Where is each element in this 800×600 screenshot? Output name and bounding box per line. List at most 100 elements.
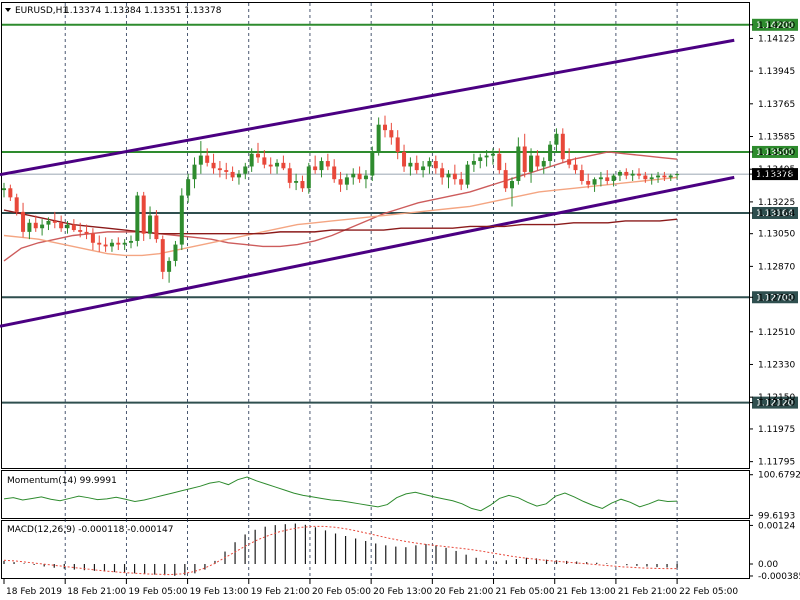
candle-body	[325, 161, 330, 167]
macd-tick-label: 0.00124	[758, 521, 795, 531]
level-label-box	[752, 18, 798, 31]
candle-body	[103, 244, 108, 247]
candle-body	[71, 224, 76, 231]
candle-body	[129, 240, 133, 243]
candle-body	[306, 166, 311, 189]
price-tick-label: 1.14200	[758, 21, 795, 31]
candle-body	[230, 171, 235, 178]
time-label: 18 Feb 21:00	[67, 587, 126, 597]
candle-body	[186, 179, 191, 196]
candle-body	[541, 161, 546, 167]
price-tick-label: 1.13225	[758, 198, 795, 208]
price-tick-label: 1.13765	[758, 100, 795, 110]
candle-body	[548, 144, 553, 162]
price-tick-label: 1.12120	[758, 399, 795, 409]
time-label: 21 Feb 05:00	[496, 587, 555, 597]
candle-body	[351, 173, 356, 178]
candle-body	[522, 146, 527, 172]
candle-body	[262, 157, 267, 165]
price-tick-label: 1.13378	[758, 170, 795, 180]
time-label: 21 Feb 21:00	[618, 587, 677, 597]
macd-tick-label: 0.00	[758, 560, 778, 570]
candle-body	[427, 161, 432, 167]
candle-body	[395, 137, 400, 152]
trendline	[0, 38, 735, 177]
price-tick-label: 1.13585	[758, 133, 795, 143]
candle-body	[59, 222, 64, 229]
dropdown-triangle-icon[interactable]	[5, 8, 11, 12]
candle-body	[465, 164, 470, 185]
candle-body	[630, 173, 635, 176]
time-label: 22 Feb 05:00	[679, 587, 738, 597]
candle-body	[414, 162, 419, 171]
price-tick-label: 1.13050	[758, 230, 795, 240]
candle-body	[198, 155, 203, 165]
symbol-label: EURUSD,H1	[15, 6, 68, 16]
candle-body	[446, 173, 451, 178]
candle-body	[65, 224, 70, 229]
price-tick-label: 1.14125	[758, 34, 795, 44]
candle-body	[281, 162, 286, 169]
candle-body	[154, 215, 159, 240]
candle-body	[459, 179, 464, 185]
candle-body	[109, 242, 114, 247]
level-label: 1.13500	[756, 148, 793, 158]
level-label: 1.13164	[756, 209, 793, 219]
momentum-tick-label: 99.6193	[758, 511, 795, 521]
level-label-box	[752, 291, 798, 304]
candle-body	[529, 155, 534, 172]
candle-body	[294, 181, 299, 183]
macd-tick-label: -0.000385	[758, 572, 800, 582]
price-tick-label: 1.11795	[758, 458, 795, 468]
candle-body	[421, 166, 426, 171]
candle-body	[637, 173, 641, 176]
time-label: 21 Feb 13:00	[557, 587, 616, 597]
price-panel-frame	[1, 2, 750, 469]
candle-body	[668, 175, 673, 178]
candle-body	[497, 153, 502, 171]
candle-body	[243, 166, 248, 174]
candle-body	[52, 220, 57, 223]
candle-body	[173, 244, 178, 261]
candle-body	[484, 155, 489, 158]
candle-body	[675, 174, 680, 176]
time-label: 19 Feb 13:00	[190, 587, 249, 597]
candle-body	[535, 155, 540, 167]
candle-body	[300, 181, 305, 189]
moving-average-line	[3, 151, 678, 262]
candle-body	[224, 170, 229, 172]
macd-signal-line	[3, 525, 678, 576]
candle-body	[573, 164, 578, 171]
candle-body	[90, 233, 95, 243]
candle-body	[389, 130, 394, 138]
candle-body	[617, 171, 622, 176]
price-tick-label: 1.12700	[758, 293, 795, 303]
candle-body	[8, 188, 13, 198]
current-price-box	[752, 168, 798, 181]
candle-body	[586, 181, 591, 185]
price-tick-label: 1.13164	[758, 209, 795, 219]
candle-body	[490, 153, 495, 156]
candle-body	[78, 230, 83, 232]
candle-body	[510, 181, 514, 189]
level-label-box	[752, 206, 798, 219]
candle-body	[116, 242, 121, 245]
candle-body	[598, 177, 603, 180]
candle-body	[478, 157, 483, 162]
level-label-box	[752, 145, 798, 158]
candle-body	[319, 161, 324, 171]
momentum-tick-label: 100.6792	[758, 471, 800, 481]
candle-body	[503, 170, 508, 189]
momentum-indicator: 100.6792 99.6193	[3, 471, 800, 521]
moving-average-line	[3, 176, 678, 257]
candle-body	[370, 151, 375, 176]
price-tick-label: 1.11975	[758, 425, 795, 435]
candle-body	[33, 222, 38, 229]
price-tick-label: 1.12150	[758, 393, 795, 403]
candle-body	[344, 177, 349, 185]
candle-body	[192, 164, 197, 180]
candle-body	[649, 177, 654, 180]
candle-body	[167, 260, 172, 272]
